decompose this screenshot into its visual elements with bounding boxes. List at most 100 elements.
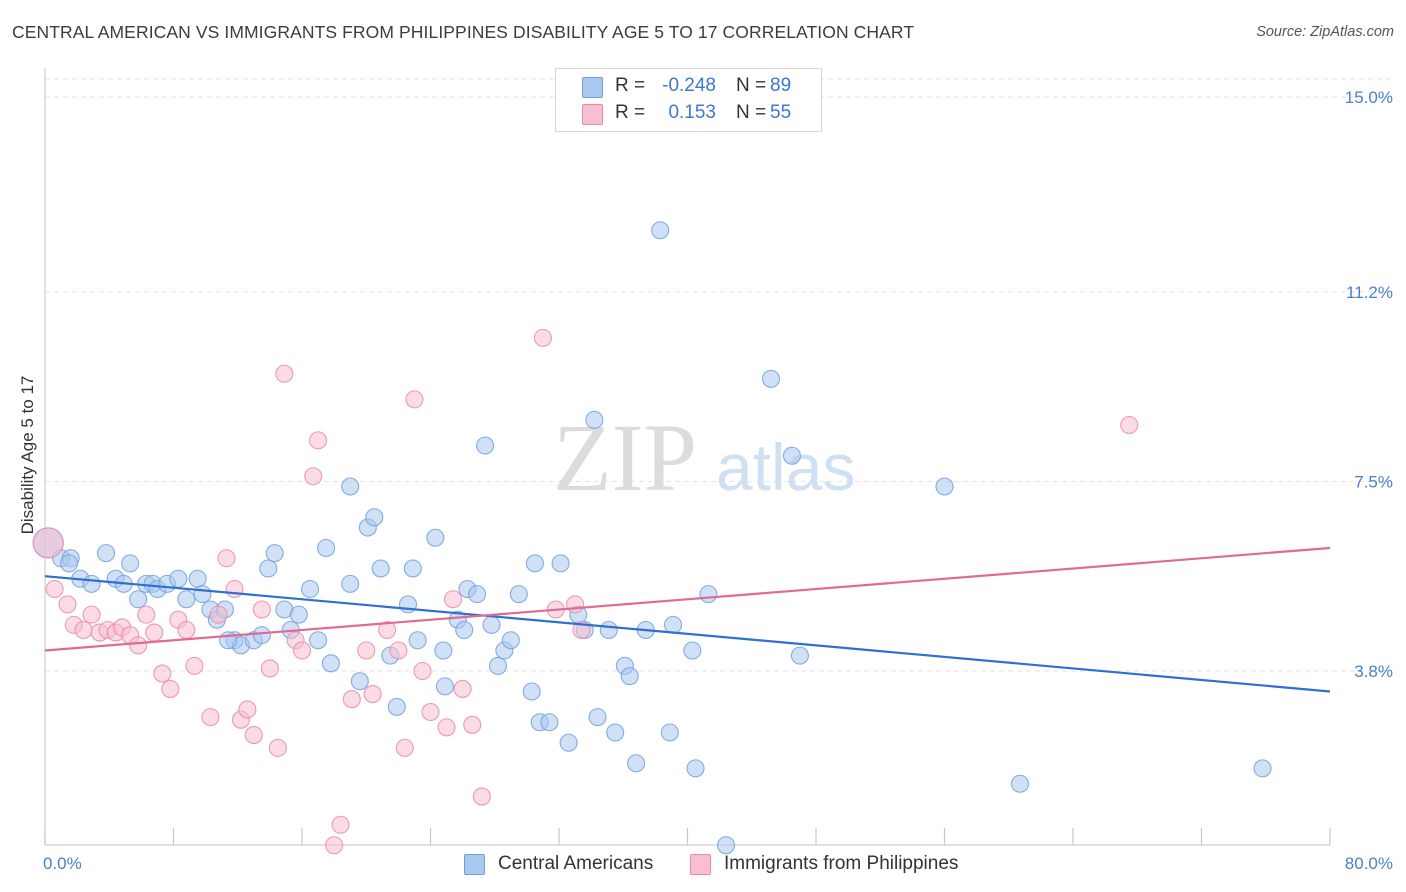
r-value: -0.248 bbox=[662, 75, 716, 96]
point-central-americans bbox=[169, 569, 188, 588]
point-central-americans bbox=[935, 477, 954, 496]
point-central-americans bbox=[509, 585, 528, 604]
point-central-americans bbox=[455, 620, 474, 640]
axes bbox=[44, 68, 1331, 846]
point-central-americans bbox=[501, 631, 520, 650]
point-philippines bbox=[32, 527, 64, 559]
tick-labels: 3.8% 7.5% 11.2% 15.0% 0.0% 80.0% bbox=[43, 88, 1393, 873]
point-philippines bbox=[268, 738, 287, 757]
point-philippines bbox=[244, 726, 263, 745]
point-philippines bbox=[363, 685, 382, 704]
point-philippines bbox=[533, 328, 552, 347]
point-philippines bbox=[472, 787, 491, 806]
x-tick-label: 80.0% bbox=[1345, 854, 1393, 873]
point-central-americans bbox=[599, 620, 618, 640]
point-central-americans bbox=[317, 538, 336, 558]
point-central-americans bbox=[522, 682, 541, 701]
point-central-americans bbox=[371, 559, 390, 578]
point-philippines bbox=[463, 715, 482, 734]
source-label: Source: ZipAtlas.com bbox=[1256, 24, 1394, 40]
point-central-americans bbox=[686, 759, 705, 778]
point-philippines bbox=[137, 605, 156, 624]
point-central-americans bbox=[289, 605, 308, 624]
point-philippines bbox=[421, 702, 440, 722]
point-central-americans bbox=[387, 697, 406, 716]
point-central-americans bbox=[60, 554, 79, 573]
trend-line-philippines bbox=[44, 546, 1331, 652]
r-label: R = bbox=[615, 102, 646, 123]
point-central-americans bbox=[341, 477, 360, 496]
y-axis-title: Disability Age 5 to 17 bbox=[18, 376, 37, 535]
point-central-americans bbox=[434, 641, 453, 660]
y-tick-label: 15.0% bbox=[1345, 88, 1393, 107]
point-central-americans bbox=[403, 559, 422, 578]
point-central-americans bbox=[435, 677, 455, 696]
point-central-americans bbox=[551, 554, 570, 573]
chart-title: CENTRAL AMERICAN VS IMMIGRANTS FROM PHIL… bbox=[12, 22, 915, 42]
correlation-stats-box: R = -0.248 N = 89 R = 0.153 N = 55 bbox=[555, 68, 822, 132]
r-label: R = bbox=[615, 75, 646, 96]
point-central-americans bbox=[790, 646, 809, 665]
point-central-americans bbox=[606, 723, 625, 742]
r-value: 0.153 bbox=[668, 102, 716, 123]
point-philippines bbox=[443, 590, 463, 609]
point-central-americans bbox=[129, 590, 148, 609]
x-tick-label: 0.0% bbox=[43, 854, 82, 873]
point-philippines bbox=[389, 641, 408, 660]
point-central-americans bbox=[468, 585, 487, 604]
point-central-americans bbox=[193, 585, 212, 604]
point-central-americans bbox=[365, 508, 384, 527]
grid-lines bbox=[45, 78, 1392, 672]
point-philippines bbox=[153, 664, 172, 683]
point-philippines bbox=[331, 815, 350, 834]
point-philippines bbox=[405, 390, 424, 409]
point-philippines bbox=[1120, 415, 1139, 435]
swatch-central-americans bbox=[582, 77, 603, 98]
point-central-americans bbox=[265, 544, 284, 563]
point-philippines bbox=[309, 431, 328, 450]
point-central-americans bbox=[683, 641, 702, 660]
point-central-americans bbox=[525, 554, 544, 573]
point-central-americans bbox=[651, 221, 670, 240]
point-central-americans bbox=[540, 713, 559, 732]
point-philippines bbox=[82, 605, 101, 624]
watermark: ZIP atlas bbox=[553, 404, 855, 511]
point-philippines bbox=[209, 605, 228, 624]
point-central-americans bbox=[482, 615, 501, 634]
y-tick-label: 11.2% bbox=[1346, 283, 1393, 302]
trend-lines bbox=[44, 546, 1331, 693]
y-tick-label: 3.8% bbox=[1354, 662, 1393, 681]
point-central-americans bbox=[321, 654, 340, 673]
point-central-americans bbox=[219, 631, 238, 650]
legend-swatch-philippines bbox=[690, 854, 711, 875]
point-philippines bbox=[129, 636, 148, 655]
point-philippines bbox=[395, 738, 414, 757]
legend-swatch-central-americans bbox=[464, 854, 485, 875]
point-central-americans bbox=[761, 369, 781, 388]
point-philippines bbox=[260, 659, 279, 678]
point-central-americans bbox=[620, 667, 639, 686]
point-central-americans bbox=[341, 574, 360, 593]
point-philippines bbox=[217, 549, 236, 568]
point-philippines bbox=[357, 641, 376, 660]
point-central-americans bbox=[627, 754, 646, 773]
point-philippines bbox=[378, 620, 397, 640]
data-points bbox=[32, 221, 1272, 855]
point-philippines bbox=[145, 623, 164, 642]
point-philippines bbox=[566, 595, 585, 614]
y-tick-label: 7.5% bbox=[1354, 472, 1393, 491]
point-central-americans bbox=[408, 631, 427, 650]
point-central-americans bbox=[488, 656, 508, 675]
point-central-americans bbox=[1010, 774, 1030, 793]
n-label: N = bbox=[736, 75, 767, 96]
point-central-americans bbox=[309, 631, 328, 650]
point-central-americans bbox=[252, 626, 271, 645]
point-philippines bbox=[325, 836, 344, 855]
point-philippines bbox=[45, 579, 64, 599]
point-central-americans bbox=[1253, 759, 1272, 778]
point-central-americans bbox=[559, 733, 578, 752]
point-philippines bbox=[252, 600, 271, 619]
point-central-americans bbox=[699, 585, 718, 604]
point-philippines bbox=[201, 708, 220, 727]
point-central-americans bbox=[476, 436, 495, 455]
